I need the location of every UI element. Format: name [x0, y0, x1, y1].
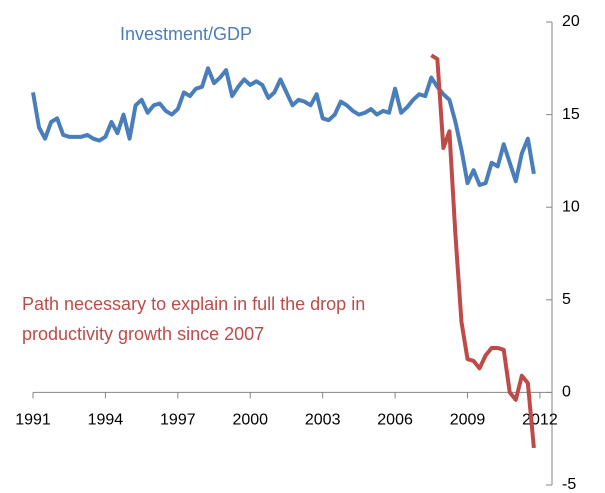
y-tick-label: 10 [562, 198, 580, 215]
y-tick-label: 0 [562, 384, 571, 401]
x-tick-label: 1991 [15, 412, 51, 429]
series-label: Path necessary to explain in full the dr… [22, 294, 365, 314]
series-line [430, 53, 536, 449]
x-tick-label: 2006 [377, 412, 413, 429]
x-tick-label: 1997 [160, 412, 196, 429]
series-line [31, 66, 536, 187]
x-tick-label: 2009 [450, 412, 486, 429]
y-tick-label: 5 [562, 291, 571, 308]
x-tick-label: 2000 [232, 412, 268, 429]
y-tick-label: 20 [562, 13, 580, 30]
y-tick-label: 15 [562, 106, 580, 123]
series-label: Investment/GDP [120, 24, 252, 44]
x-tick-label: 1994 [88, 412, 124, 429]
y-tick-label: -5 [562, 476, 576, 493]
x-tick-label: 2012 [522, 412, 558, 429]
series-label: productivity growth since 2007 [22, 324, 264, 344]
x-tick-label: 2003 [305, 412, 341, 429]
